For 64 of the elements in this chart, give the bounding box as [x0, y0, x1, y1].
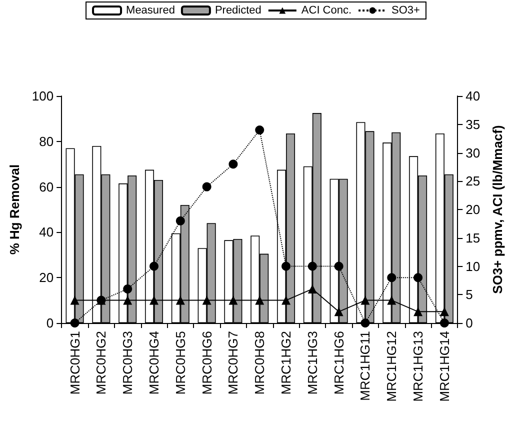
point — [360, 296, 370, 305]
point — [255, 126, 264, 135]
point — [414, 307, 423, 316]
point — [228, 160, 238, 169]
point — [360, 318, 370, 328]
y2-tick-label: 40 — [466, 88, 480, 104]
y2-tick-label: 25 — [466, 174, 480, 189]
y2-tick-label: 30 — [466, 145, 480, 160]
point — [387, 296, 396, 305]
x-tick-label: MRC1HG2 — [278, 331, 294, 395]
legend-label: Predicted — [214, 4, 262, 16]
point — [308, 262, 317, 271]
x-tick-label: MRC0HG6 — [199, 331, 214, 395]
y-tick-label: 100 — [32, 88, 54, 104]
point — [334, 262, 344, 271]
point — [255, 296, 264, 305]
point — [282, 262, 291, 271]
point — [440, 307, 449, 316]
point — [414, 273, 423, 282]
point — [228, 296, 238, 305]
x-tick-label: MRC1HG13 — [410, 331, 426, 402]
y-tick-label: 20 — [39, 270, 54, 286]
point — [70, 296, 80, 305]
y2-tick-label: 10 — [466, 258, 480, 274]
y2-tick-label: 5 — [466, 287, 473, 302]
x-tick-label: MRC1HG12 — [384, 331, 400, 402]
point — [308, 284, 317, 294]
x-tick-label: MRC0HG4 — [146, 331, 162, 395]
y-tick-label: 40 — [39, 224, 54, 240]
y2-axis-title: SO3+ ppmv, ACI (lb/Mmacf) — [490, 125, 505, 294]
point — [387, 273, 396, 282]
x-tick-label: MRC1HG6 — [331, 331, 346, 395]
y-tick-label: 0 — [46, 316, 54, 330]
x-tick-label: MRC0HG1 — [67, 331, 82, 395]
y-tick-label: 60 — [39, 179, 54, 194]
x-tick-label: MRC1HG14 — [436, 331, 452, 402]
y-axis-title: % Hg Removal — [7, 164, 22, 255]
point — [123, 284, 132, 294]
point — [150, 296, 158, 305]
y2-tick-label: 20 — [466, 202, 480, 217]
legend-label: Measured — [126, 4, 175, 16]
y-tick-label: 80 — [39, 134, 54, 149]
x-tick-label: MRC0HG7 — [226, 331, 241, 395]
point — [123, 296, 132, 305]
legend-label: SO3+ — [392, 4, 420, 16]
point — [70, 318, 80, 328]
point — [176, 296, 185, 305]
point — [150, 262, 158, 271]
y2-tick-label: 15 — [466, 230, 480, 246]
point — [440, 318, 449, 328]
x-tick-label: MRC1HG3 — [304, 331, 320, 395]
x-tick-label: MRC0HG2 — [94, 331, 109, 395]
point — [202, 182, 212, 192]
y2-tick-label: 0 — [466, 316, 473, 330]
legend-label: ACI Conc. — [301, 4, 352, 16]
point — [202, 296, 212, 305]
point — [334, 307, 344, 316]
x-tick-label: MRC0HG8 — [252, 331, 268, 395]
point — [176, 216, 185, 226]
point — [282, 296, 291, 305]
y2-tick-label: 35 — [466, 116, 480, 132]
x-tick-label: MRC0HG3 — [120, 331, 136, 395]
x-tick-label: MRC1HG11 — [358, 331, 373, 401]
x-tick-label: MRC0HG5 — [172, 331, 188, 395]
